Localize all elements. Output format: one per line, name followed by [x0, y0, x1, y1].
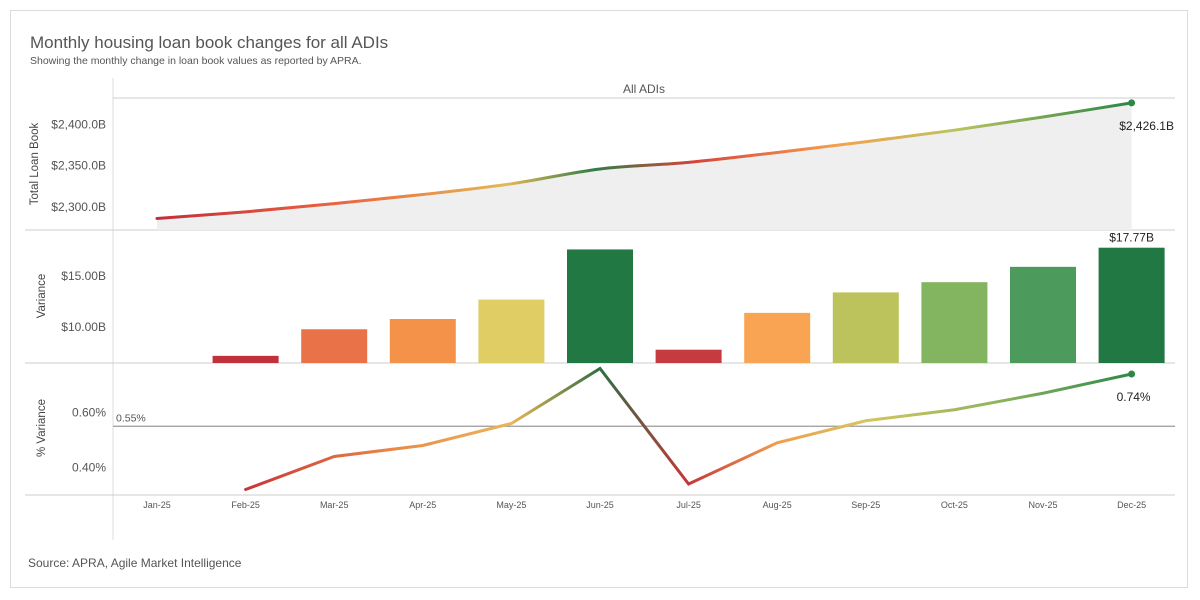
- total-loan-book-axis-title: Total Loan Book: [29, 123, 41, 206]
- pct-variance-axis-title: % Variance: [36, 399, 48, 457]
- x-tick-label: Jul-25: [676, 500, 701, 510]
- total-y-tick-label: $2,300.0B: [51, 200, 106, 214]
- variance-bar: [389, 319, 456, 363]
- variance-bar: [1098, 247, 1165, 363]
- variance-bar: [655, 349, 722, 363]
- x-tick-label: Dec-25: [1117, 500, 1146, 510]
- x-tick-label: Nov-25: [1028, 500, 1057, 510]
- pct-variance-panel: % Variance 0.40% 0.60% 0.55% 0.74%: [36, 366, 1175, 491]
- variance-bar: [921, 282, 988, 363]
- total-loan-book-end-label: $2,426.1B: [1119, 119, 1174, 133]
- pct-y-tick-label: 0.60%: [72, 406, 106, 420]
- x-tick-label: May-25: [496, 500, 526, 510]
- variance-axis-title: Variance: [36, 274, 48, 319]
- x-tick-label: Jun-25: [586, 500, 614, 510]
- variance-end-label: $17.77B: [1109, 231, 1154, 245]
- total-loan-book-line: [155, 101, 1134, 220]
- total-loan-book-panel: Total Loan Book $2,300.0B $2,350.0B $2,400…: [29, 99, 1174, 230]
- x-tick-label: Feb-25: [231, 500, 260, 510]
- x-tick-label: Oct-25: [941, 500, 968, 510]
- x-tick-label: Mar-25: [320, 500, 349, 510]
- total-y-tick-label: $2,350.0B: [51, 159, 106, 173]
- average-reference-label: 0.55%: [116, 412, 146, 424]
- variance-y-tick-label: $10.00B: [61, 320, 106, 334]
- facet-header: All ADIs: [623, 82, 665, 96]
- x-tick-label: Apr-25: [409, 500, 436, 510]
- chart-title: Monthly housing loan book changes for al…: [30, 33, 389, 52]
- pct-y-tick-label: 0.40%: [72, 461, 106, 475]
- x-tick-label: Aug-25: [763, 500, 792, 510]
- pct-variance-end-point: [1128, 370, 1136, 378]
- variance-bar: [567, 249, 633, 363]
- source-note: Source: APRA, Agile Market Intelligence: [28, 556, 242, 570]
- variance-bar: [744, 312, 811, 363]
- variance-y-tick-label: $15.00B: [61, 269, 106, 283]
- x-axis: Jan-25 Feb-25 Mar-25 Apr-25 May-25 Jun-25 Jul-…: [143, 500, 1146, 510]
- total-loan-book-end-point: [1128, 99, 1136, 107]
- variance-bar: [212, 355, 279, 363]
- pct-variance-line: [244, 366, 1134, 491]
- total-y-tick-label: $2,400.0B: [51, 117, 106, 131]
- chart-frame: [10, 10, 1188, 588]
- chart-subtitle: Showing the monthly change in loan book …: [30, 55, 362, 67]
- variance-panel: Variance $10.00B $15.00B $17.77B: [36, 231, 1165, 363]
- x-tick-label: Sep-25: [851, 500, 880, 510]
- variance-bar: [832, 292, 899, 363]
- variance-bar: [301, 329, 368, 363]
- x-tick-label: Jan-25: [143, 500, 171, 510]
- variance-bar: [478, 299, 545, 363]
- pct-variance-end-label: 0.74%: [1117, 390, 1151, 404]
- variance-bar: [1010, 266, 1076, 363]
